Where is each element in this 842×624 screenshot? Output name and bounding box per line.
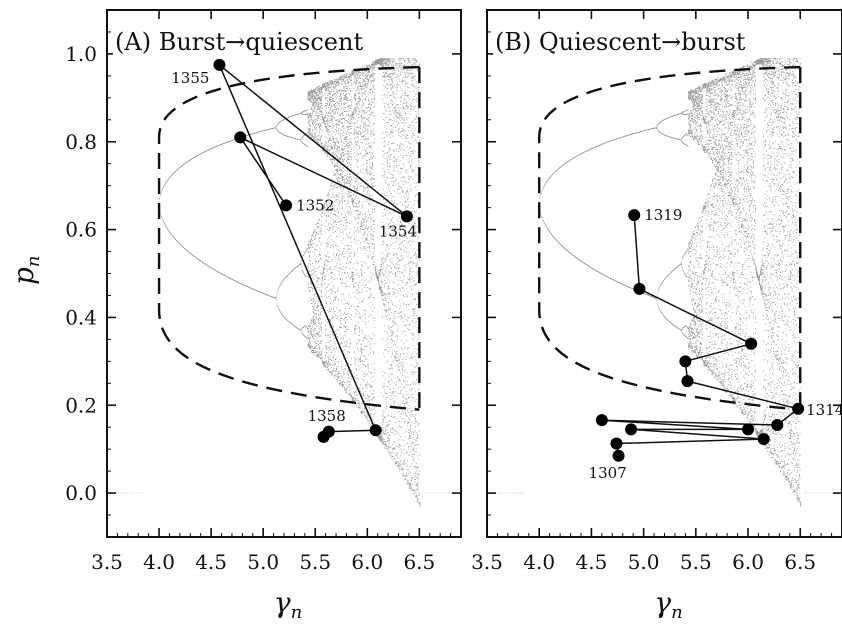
data-point [234,131,247,144]
point-label: 1354 [379,222,417,240]
data-point [742,423,755,436]
panel-title-backing [493,22,815,58]
x-axis-title: γn [274,586,302,623]
data-point [400,210,413,223]
y-tick-label: 1.0 [65,42,97,66]
y-tick-label: 0.0 [65,481,97,505]
data-point [681,375,694,388]
plot-frame [106,9,462,538]
x-axis-title-sub: n [671,602,683,623]
y-axis-title-sub: n [23,255,44,267]
point-label: 1352 [296,196,334,214]
panel-title: (B) Quiescent→burst [495,28,746,56]
data-point [610,437,623,450]
x-tick-label: 4.0 [523,550,555,574]
x-axis-title: γn [654,586,682,623]
point-label: 1319 [644,206,682,224]
bifurcation-background [112,41,461,507]
trajectory-line [601,215,800,456]
data-point [625,423,638,436]
trajectory-line [218,64,408,438]
y-tick-label: 0.8 [65,130,97,154]
x-tick-label: 5.5 [299,550,331,574]
data-point [757,433,770,446]
x-tick-label: 4.5 [576,550,608,574]
data-point [280,199,293,212]
x-axis-title-sub: n [291,602,303,623]
plot-frame [486,9,842,538]
panel-title: (A) Burst→quiescent [115,28,363,56]
x-tick-label: 5.5 [680,550,712,574]
x-tick-label: 6.0 [732,550,764,574]
data-point [628,209,641,222]
bifurcation-background [492,41,842,507]
x-tick-label: 5.0 [247,550,279,574]
panel-a: 3.5 4.0 4.5 5.0 5.5 6.0 6.5 0.0 0.2 0.4 0.6 0.8 1.0 γ… [65,9,462,623]
data-point [745,337,758,350]
y-tick-label: 0.6 [65,218,97,242]
data-point [213,58,226,71]
data-point [633,282,646,295]
point-label: 1314 [806,401,842,419]
y-tick-label: 0.4 [65,305,97,329]
x-tick-label: 6.5 [784,550,816,574]
point-label: 1358 [308,407,346,425]
x-tick-label: 6.5 [403,550,435,574]
data-point [679,355,692,368]
x-tick-label: 4.0 [143,550,175,574]
data-point [317,430,330,443]
x-tick-label: 5.0 [628,550,660,574]
x-tick-label: 6.0 [351,550,383,574]
point-label: 1307 [589,464,627,482]
data-point [771,419,784,432]
y-axis-title: pn [7,255,44,285]
x-tick-label: 4.5 [195,550,227,574]
dashed-boundary [538,65,802,411]
data-point [612,449,625,462]
panel-b: 3.5 4.0 4.5 5.0 5.5 6.0 6.5 γn (B) Quiescent→bur… [471,9,842,623]
point-label: 1355 [171,69,209,87]
x-tick-label: 3.5 [91,550,123,574]
y-tick-label: 0.2 [65,393,97,417]
data-point [369,424,382,437]
data-point [792,402,805,415]
data-point [595,414,608,427]
dashed-boundary [157,65,421,411]
panel-title-backing [113,22,435,58]
x-tick-label: 3.5 [471,550,503,574]
